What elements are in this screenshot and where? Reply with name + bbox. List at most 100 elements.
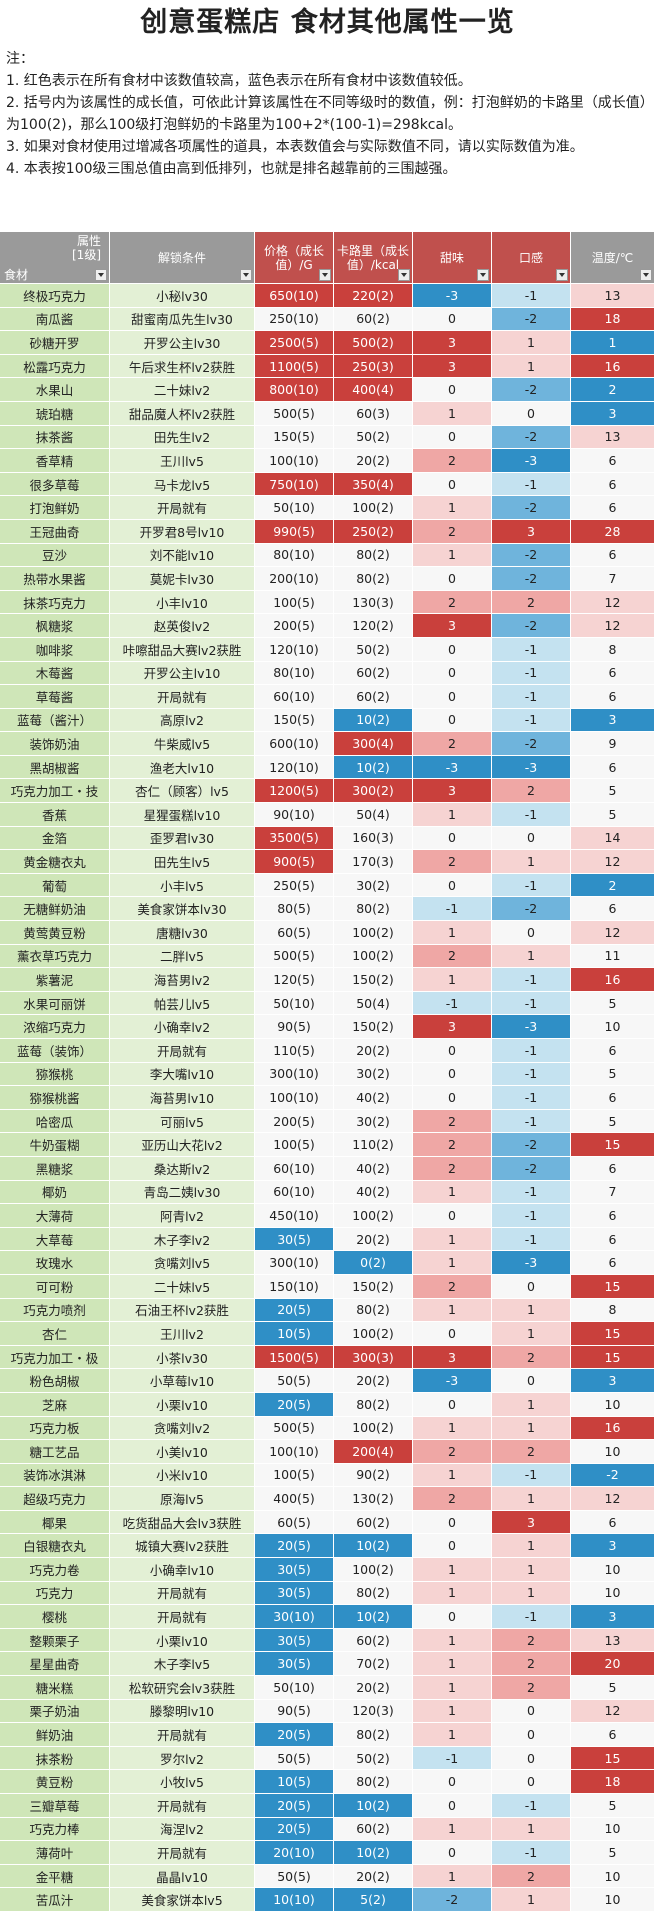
table-cell: -2: [571, 1463, 655, 1488]
table-cell: 15: [571, 1133, 655, 1157]
table-cell: 0: [492, 1699, 571, 1724]
table-cell: 6: [571, 1251, 655, 1275]
table-row: 巧克力加工・技 杏仁（顾客）lv5 1200(5) 300(2) 3 2 5: [0, 779, 655, 804]
table-cell: -2: [492, 567, 571, 591]
table-cell: 海苔男lv2: [110, 968, 255, 992]
table-cell: 杏仁（顾客）lv5: [110, 779, 255, 804]
table-cell: 50(10): [255, 496, 334, 520]
table-cell: 0: [413, 1841, 492, 1865]
table-cell: 三瓣草莓: [0, 1794, 110, 1818]
table-cell: 终极巧克力: [0, 284, 110, 308]
table-cell: 50(2): [334, 637, 413, 662]
table-cell: 7: [571, 1180, 655, 1205]
table-row: 抹茶酱 田先生lv2 150(5) 50(2) 0 -2 13: [0, 425, 655, 450]
header-text: 卡路里（成长值）/kcal: [336, 243, 409, 272]
table-cell: 牛奶蛋糊: [0, 1133, 110, 1157]
table-cell: -1: [492, 661, 571, 686]
table-cell: 很多草莓: [0, 472, 110, 497]
table-cell: 60(10): [255, 1156, 334, 1181]
table-cell: 0: [413, 685, 492, 709]
table-cell: 20(5): [255, 1723, 334, 1747]
table-cell: 60(5): [255, 1510, 334, 1535]
table-cell: 0: [413, 378, 492, 402]
table-row: 紫薯泥 海苔男lv2 120(5) 150(2) 1 -1 16: [0, 968, 655, 992]
table-row: 蓝莓（酱汁） 高原lv2 150(5) 10(2) 0 -1 3: [0, 708, 655, 733]
table-cell: 小丰lv5: [110, 873, 255, 898]
table-cell: 20(5): [255, 1817, 334, 1842]
table-cell: 16: [571, 354, 655, 379]
table-cell: -1: [492, 1463, 571, 1488]
table-row: 黄豆粉 小牧lv5 10(5) 80(2) 0 0 18: [0, 1770, 655, 1794]
table-cell: 0: [413, 661, 492, 686]
table-cell: 130(3): [334, 590, 413, 615]
table-row: 鲜奶油 开局就有 20(5) 80(2) 1 0 6: [0, 1723, 655, 1747]
table-row: 终极巧克力 小秘lv30 650(10) 220(2) -3 -1 13: [0, 284, 655, 308]
table-cell: 抹茶巧克力: [0, 590, 110, 615]
table-cell: 5: [571, 779, 655, 804]
table-cell: 120(10): [255, 755, 334, 780]
table-cell: 大薄荷: [0, 1204, 110, 1228]
table-cell: 5: [571, 1676, 655, 1700]
table-cell: 2: [413, 944, 492, 969]
table-cell: 40(2): [334, 1086, 413, 1110]
table-cell: 18: [571, 307, 655, 332]
table-cell: 80(2): [334, 1298, 413, 1323]
table-cell: 3: [413, 354, 492, 379]
table-cell: 15: [571, 1274, 655, 1299]
table-cell: 9: [571, 732, 655, 756]
table-cell: 王川lv2: [110, 1322, 255, 1346]
table-row: 黑糖浆 桑达斯lv2 60(10) 40(2) 2 -2 6: [0, 1156, 655, 1181]
table-cell: 120(10): [255, 637, 334, 662]
table-cell: 装饰奶油: [0, 732, 110, 756]
table-cell: 40(2): [334, 1156, 413, 1181]
table-cell: 16: [571, 968, 655, 992]
table-cell: 金箔: [0, 826, 110, 851]
table-cell: 90(2): [334, 1463, 413, 1488]
table-cell: 2: [413, 519, 492, 544]
table-row: 打泡鲜奶 开局就有 50(10) 100(2) 1 -2 6: [0, 496, 655, 520]
table-cell: 开罗君8号lv10: [110, 519, 255, 544]
table-cell: 100(5): [255, 1133, 334, 1157]
table-cell: 小茶lv30: [110, 1345, 255, 1370]
table-cell: 100(5): [255, 590, 334, 615]
table-cell: 1: [492, 1298, 571, 1323]
table-cell: -2: [492, 732, 571, 756]
table-cell: 2: [413, 850, 492, 874]
table-cell: -1: [492, 1605, 571, 1629]
table-cell: 6: [571, 472, 655, 497]
table-row: 香蕉 星猩蛋糕lv10 90(10) 50(4) 1 -1 5: [0, 803, 655, 827]
table-cell: 100(2): [334, 1204, 413, 1228]
table-cell: 1: [492, 1416, 571, 1441]
table-cell: 2: [413, 732, 492, 756]
table-cell: 1: [413, 1558, 492, 1582]
table-cell: 0: [492, 1723, 571, 1747]
table-cell: 15: [571, 1746, 655, 1771]
table-cell: 3500(5): [255, 826, 334, 851]
table-cell: 糖米糕: [0, 1676, 110, 1700]
table-cell: 20: [571, 1652, 655, 1677]
table-row: 大薄荷 阿青lv2 450(10) 100(2) 0 -1 6: [0, 1204, 655, 1228]
table-cell: 1: [413, 921, 492, 945]
table-cell: 50(5): [255, 1864, 334, 1889]
table-cell: 0: [413, 1534, 492, 1559]
table-cell: 80(2): [334, 567, 413, 591]
table-cell: 葡萄: [0, 873, 110, 898]
corner-bottom: 食材: [4, 267, 29, 282]
table-cell: 6: [571, 1204, 655, 1228]
table-cell: 500(5): [255, 944, 334, 969]
table-cell: 2: [413, 1274, 492, 1299]
table-cell: 20(5): [255, 1534, 334, 1559]
table-cell: 15: [571, 1322, 655, 1346]
table-cell: 王冠曲奇: [0, 519, 110, 544]
table-cell: 1: [413, 543, 492, 568]
table-cell: 2: [492, 1864, 571, 1889]
table-cell: 0: [413, 1322, 492, 1346]
table-cell: 1200(5): [255, 779, 334, 804]
table-cell: 50(2): [334, 425, 413, 450]
table-cell: 1: [492, 944, 571, 969]
table-cell: 6: [571, 1156, 655, 1181]
table-cell: 开罗公主lv10: [110, 661, 255, 686]
table-cell: 豆沙: [0, 543, 110, 568]
table-cell: 90(5): [255, 1699, 334, 1724]
table-cell: 30(10): [255, 1605, 334, 1629]
